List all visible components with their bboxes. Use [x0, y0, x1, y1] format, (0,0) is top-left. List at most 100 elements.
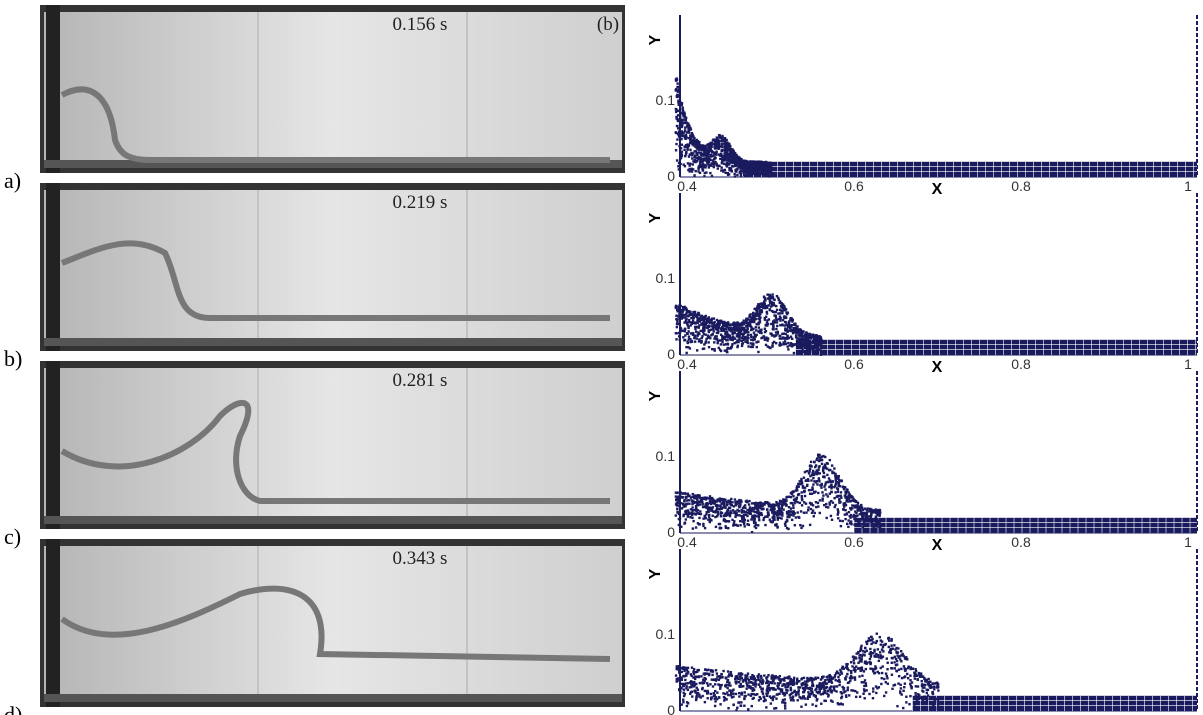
particle [815, 459, 817, 461]
particle [707, 341, 709, 343]
particle [700, 144, 702, 146]
particle [789, 326, 791, 328]
particle [676, 511, 678, 513]
particle [682, 310, 684, 312]
particle [922, 699, 924, 701]
particle [730, 153, 732, 155]
particle [746, 515, 748, 517]
particle [677, 127, 679, 129]
particle [855, 696, 857, 698]
particle [684, 314, 686, 316]
particle [710, 154, 712, 156]
particle [715, 150, 717, 152]
particle [909, 679, 911, 681]
simulation: Y00.10.40.60.81X [647, 549, 1197, 715]
particle [716, 507, 718, 509]
particle [804, 353, 806, 355]
particle [685, 119, 687, 121]
particle [675, 495, 677, 497]
particle [799, 342, 801, 344]
particle [796, 337, 798, 339]
particle [740, 705, 742, 707]
particle [753, 318, 755, 320]
particle [738, 695, 740, 697]
particle [796, 328, 798, 330]
particle [847, 519, 849, 521]
particle [783, 679, 785, 681]
particle [890, 639, 892, 641]
particle [814, 689, 816, 691]
particle [778, 688, 780, 690]
particle [809, 468, 811, 470]
particle [799, 502, 801, 504]
particle [726, 142, 728, 144]
particle [929, 681, 931, 683]
particle [774, 511, 776, 513]
particle [790, 342, 792, 344]
particle [873, 672, 875, 674]
particle [688, 335, 690, 337]
particle [894, 656, 896, 658]
particle [824, 466, 826, 468]
particle [796, 511, 798, 513]
particle [898, 668, 900, 670]
particle [876, 514, 878, 516]
particle [826, 462, 828, 464]
particle [676, 323, 678, 325]
particle [766, 502, 768, 504]
x-axis-label: X [932, 359, 943, 376]
particle [743, 174, 745, 176]
particle [723, 163, 725, 165]
x-tick-label: 1 [1184, 178, 1192, 194]
particle [791, 345, 793, 347]
particle [696, 334, 698, 336]
particle [730, 694, 732, 696]
particle [784, 686, 786, 688]
particle [750, 320, 752, 322]
particle [738, 505, 740, 507]
particle [719, 321, 721, 323]
particle [764, 166, 766, 168]
particle [731, 690, 733, 692]
particle [784, 702, 786, 704]
particle [694, 158, 696, 160]
particle [748, 503, 750, 505]
particle [792, 327, 794, 329]
particle [713, 678, 715, 680]
particle [808, 696, 810, 698]
particle [676, 125, 678, 127]
particle [766, 322, 768, 324]
particle [720, 515, 722, 517]
particle [766, 162, 768, 164]
particle [711, 674, 713, 676]
particle [693, 496, 695, 498]
particle [766, 676, 768, 678]
particle [773, 335, 775, 337]
particle [846, 673, 848, 675]
particle [729, 689, 731, 691]
particle [830, 691, 832, 693]
particle [735, 341, 737, 343]
particle [676, 326, 678, 328]
particle [876, 633, 878, 635]
particle [698, 523, 700, 525]
particle [776, 295, 778, 297]
particle [718, 165, 720, 167]
particle [736, 174, 738, 176]
panel-label: c) [4, 524, 21, 549]
particle [880, 657, 882, 659]
particle [734, 332, 736, 334]
particle [926, 699, 928, 701]
particle [704, 527, 706, 529]
particle [883, 695, 885, 697]
particle [701, 501, 703, 503]
particle [793, 682, 795, 684]
particle [736, 509, 738, 511]
particle [923, 686, 925, 688]
particle [760, 337, 762, 339]
particle [885, 691, 887, 693]
particle [725, 172, 727, 174]
particle [688, 310, 690, 312]
particle [721, 135, 723, 137]
particle [834, 506, 836, 508]
